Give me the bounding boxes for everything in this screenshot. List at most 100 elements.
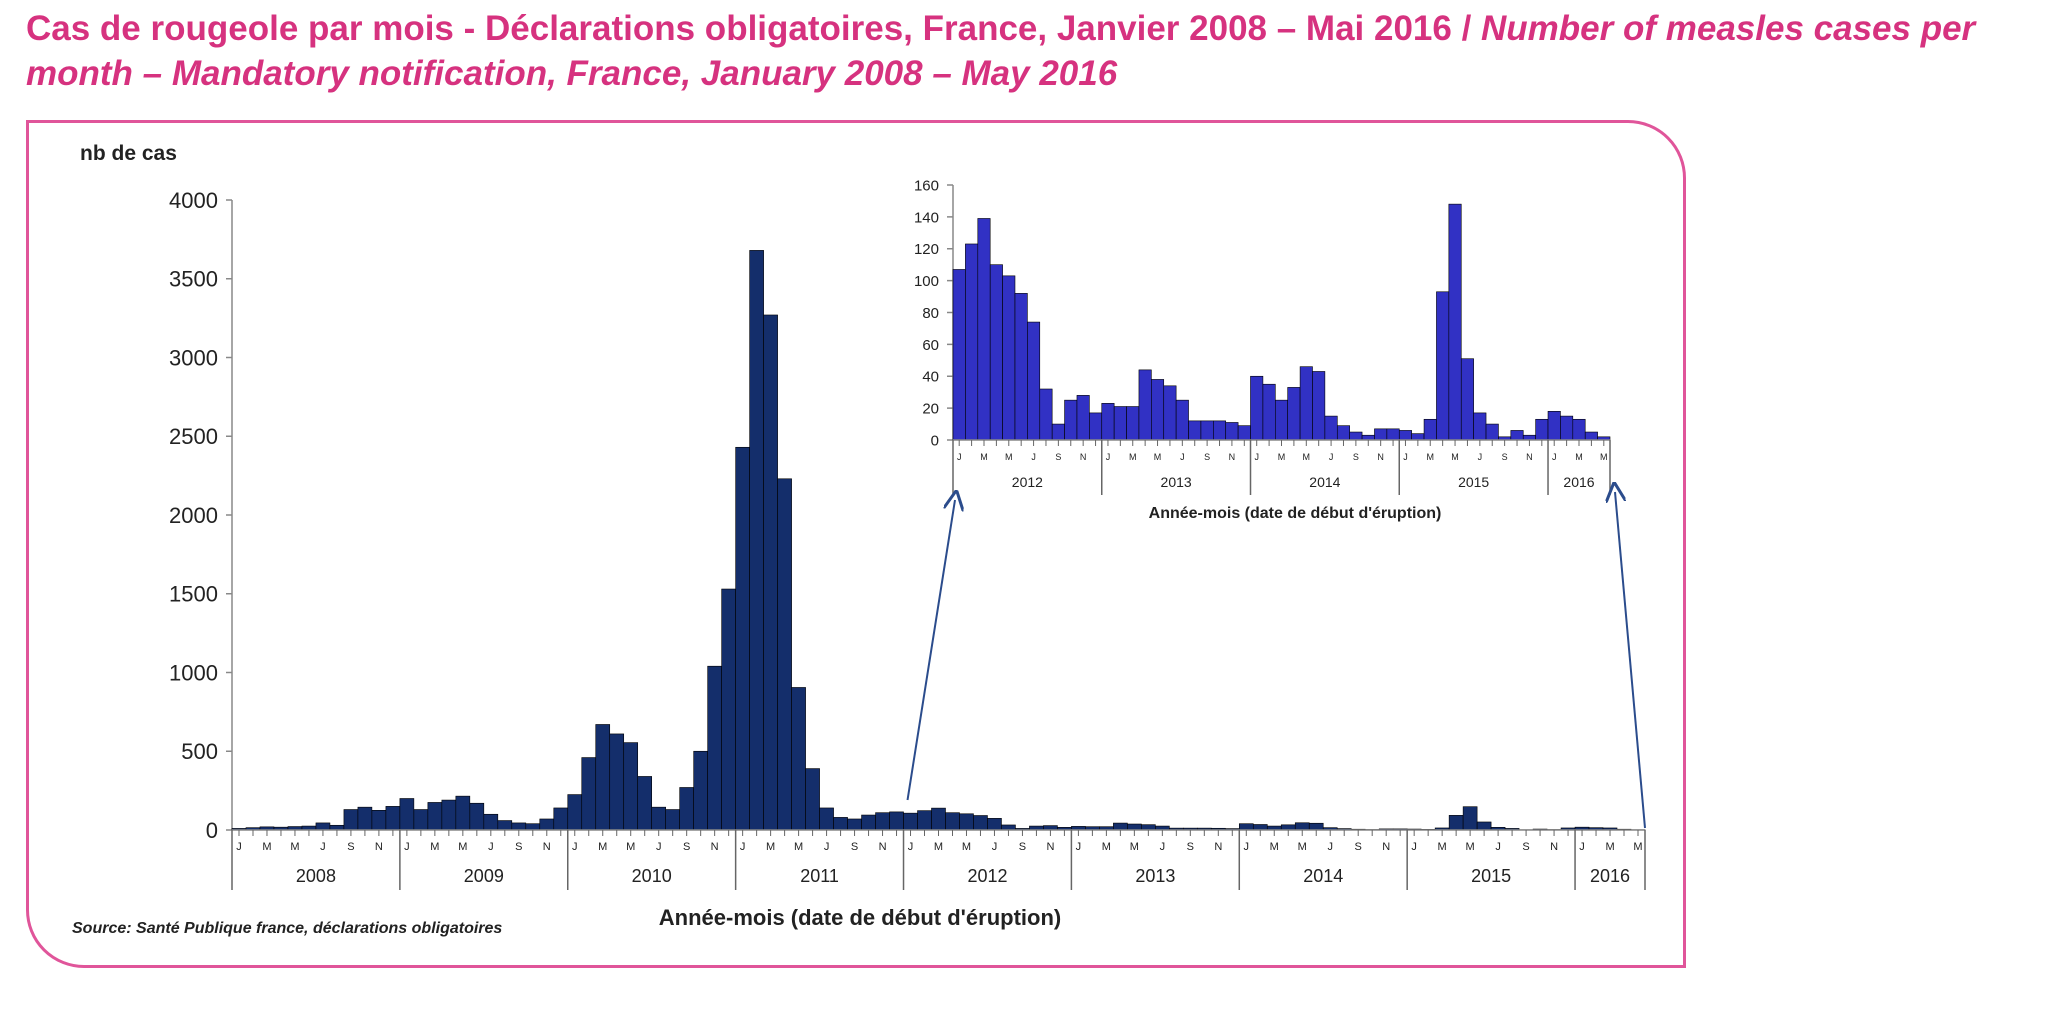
month-tick-label: J (992, 841, 998, 853)
bar (735, 446, 750, 831)
month-tick-label: M (1633, 841, 1642, 853)
bar (1436, 291, 1450, 441)
bar (1213, 420, 1227, 441)
bar (1141, 824, 1156, 831)
bar (903, 812, 918, 831)
month-tick-label: N (711, 841, 719, 853)
bar (1510, 430, 1524, 441)
y-tick-label: 60 (922, 337, 939, 354)
bar (679, 787, 694, 831)
month-tick-label: M (766, 841, 775, 853)
month-tick-label: M (626, 841, 635, 853)
bar (455, 795, 471, 831)
zoom-arrows (906, 492, 1646, 829)
month-tick-label: J (824, 841, 830, 853)
bar (1039, 388, 1053, 441)
month-tick-label: N (1080, 452, 1087, 462)
month-tick-label: M (934, 841, 943, 853)
month-tick-label: M (1278, 452, 1286, 462)
month-tick-label: M (962, 841, 971, 853)
bar (413, 809, 429, 831)
month-tick-label: N (1377, 452, 1384, 462)
month-tick-label: S (1355, 841, 1362, 853)
bar (847, 818, 862, 831)
y-tick-label: 0 (931, 432, 939, 449)
bar (1250, 375, 1264, 441)
month-tick-label: S (1187, 841, 1194, 853)
y-tick-label: 1000 (169, 660, 218, 685)
bar (511, 822, 527, 831)
y-tick-label: 1500 (169, 582, 218, 607)
source-note: Source: Santé Publique france, déclarati… (72, 920, 502, 937)
bar (567, 794, 583, 831)
bar (1027, 321, 1041, 441)
month-tick-label: S (1055, 452, 1061, 462)
bar (1275, 399, 1288, 441)
month-tick-label: M (262, 841, 271, 853)
month-tick-label: N (1526, 452, 1533, 462)
bar (833, 817, 848, 831)
bar (483, 813, 499, 831)
month-tick-label: J (1076, 841, 1082, 853)
month-tick-label: J (236, 841, 242, 853)
bar (1076, 395, 1090, 441)
month-tick-label: J (908, 841, 914, 853)
title-french: Cas de rougeole par mois - Déclarations … (26, 9, 1482, 48)
month-tick-label: S (1019, 841, 1026, 853)
month-tick-label: J (957, 452, 962, 462)
bar (1308, 822, 1324, 831)
bar (1252, 824, 1268, 831)
month-tick-label: S (347, 841, 354, 853)
bar (1238, 823, 1254, 831)
month-tick-label: M (1129, 452, 1137, 462)
bar (497, 820, 513, 831)
bar (1294, 822, 1310, 831)
month-tick-label: M (1102, 841, 1111, 853)
month-tick-label: N (375, 841, 383, 853)
month-tick-label: J (1495, 841, 1501, 853)
bar (1336, 425, 1350, 441)
bar (1460, 358, 1474, 441)
year-label: 2014 (1303, 866, 1343, 886)
month-tick-label: M (1438, 841, 1447, 853)
month-tick-label: M (1466, 841, 1475, 853)
year-label: 2011 (800, 866, 839, 886)
bar (1476, 821, 1492, 831)
bar (1051, 423, 1065, 441)
bar (343, 809, 359, 831)
y-tick-label: 20 (922, 401, 939, 418)
month-tick-label: M (1154, 452, 1162, 462)
bar (371, 810, 387, 831)
bar (977, 218, 991, 441)
month-tick-label: S (683, 841, 690, 853)
month-tick-label: M (1005, 452, 1013, 462)
zoom-arrow-start (906, 500, 955, 801)
month-tick-label: J (1254, 452, 1259, 462)
year-label: 2009 (464, 866, 504, 886)
bar (1200, 420, 1214, 441)
bar (623, 742, 639, 831)
bar (1448, 815, 1464, 831)
bar (1374, 428, 1388, 441)
month-tick-label: J (1327, 841, 1333, 853)
y-tick-label: 3000 (169, 345, 218, 370)
month-tick-label: N (1382, 841, 1390, 853)
bar (1225, 422, 1239, 441)
bar (609, 733, 625, 831)
y-tick-label: 80 (922, 305, 939, 322)
month-tick-label: J (1031, 452, 1036, 462)
bar (1014, 293, 1028, 441)
month-tick-label: J (1579, 841, 1585, 853)
bar (1485, 423, 1499, 441)
month-tick-label: S (1522, 841, 1529, 853)
bar (637, 776, 653, 831)
bar (1324, 415, 1338, 441)
bar (427, 802, 443, 831)
bar (1386, 428, 1400, 441)
bar (1138, 369, 1152, 441)
month-tick-label: S (851, 841, 858, 853)
year-label: 2016 (1563, 474, 1594, 490)
bar (1473, 412, 1487, 441)
bar (581, 757, 597, 831)
bar (1127, 823, 1142, 831)
